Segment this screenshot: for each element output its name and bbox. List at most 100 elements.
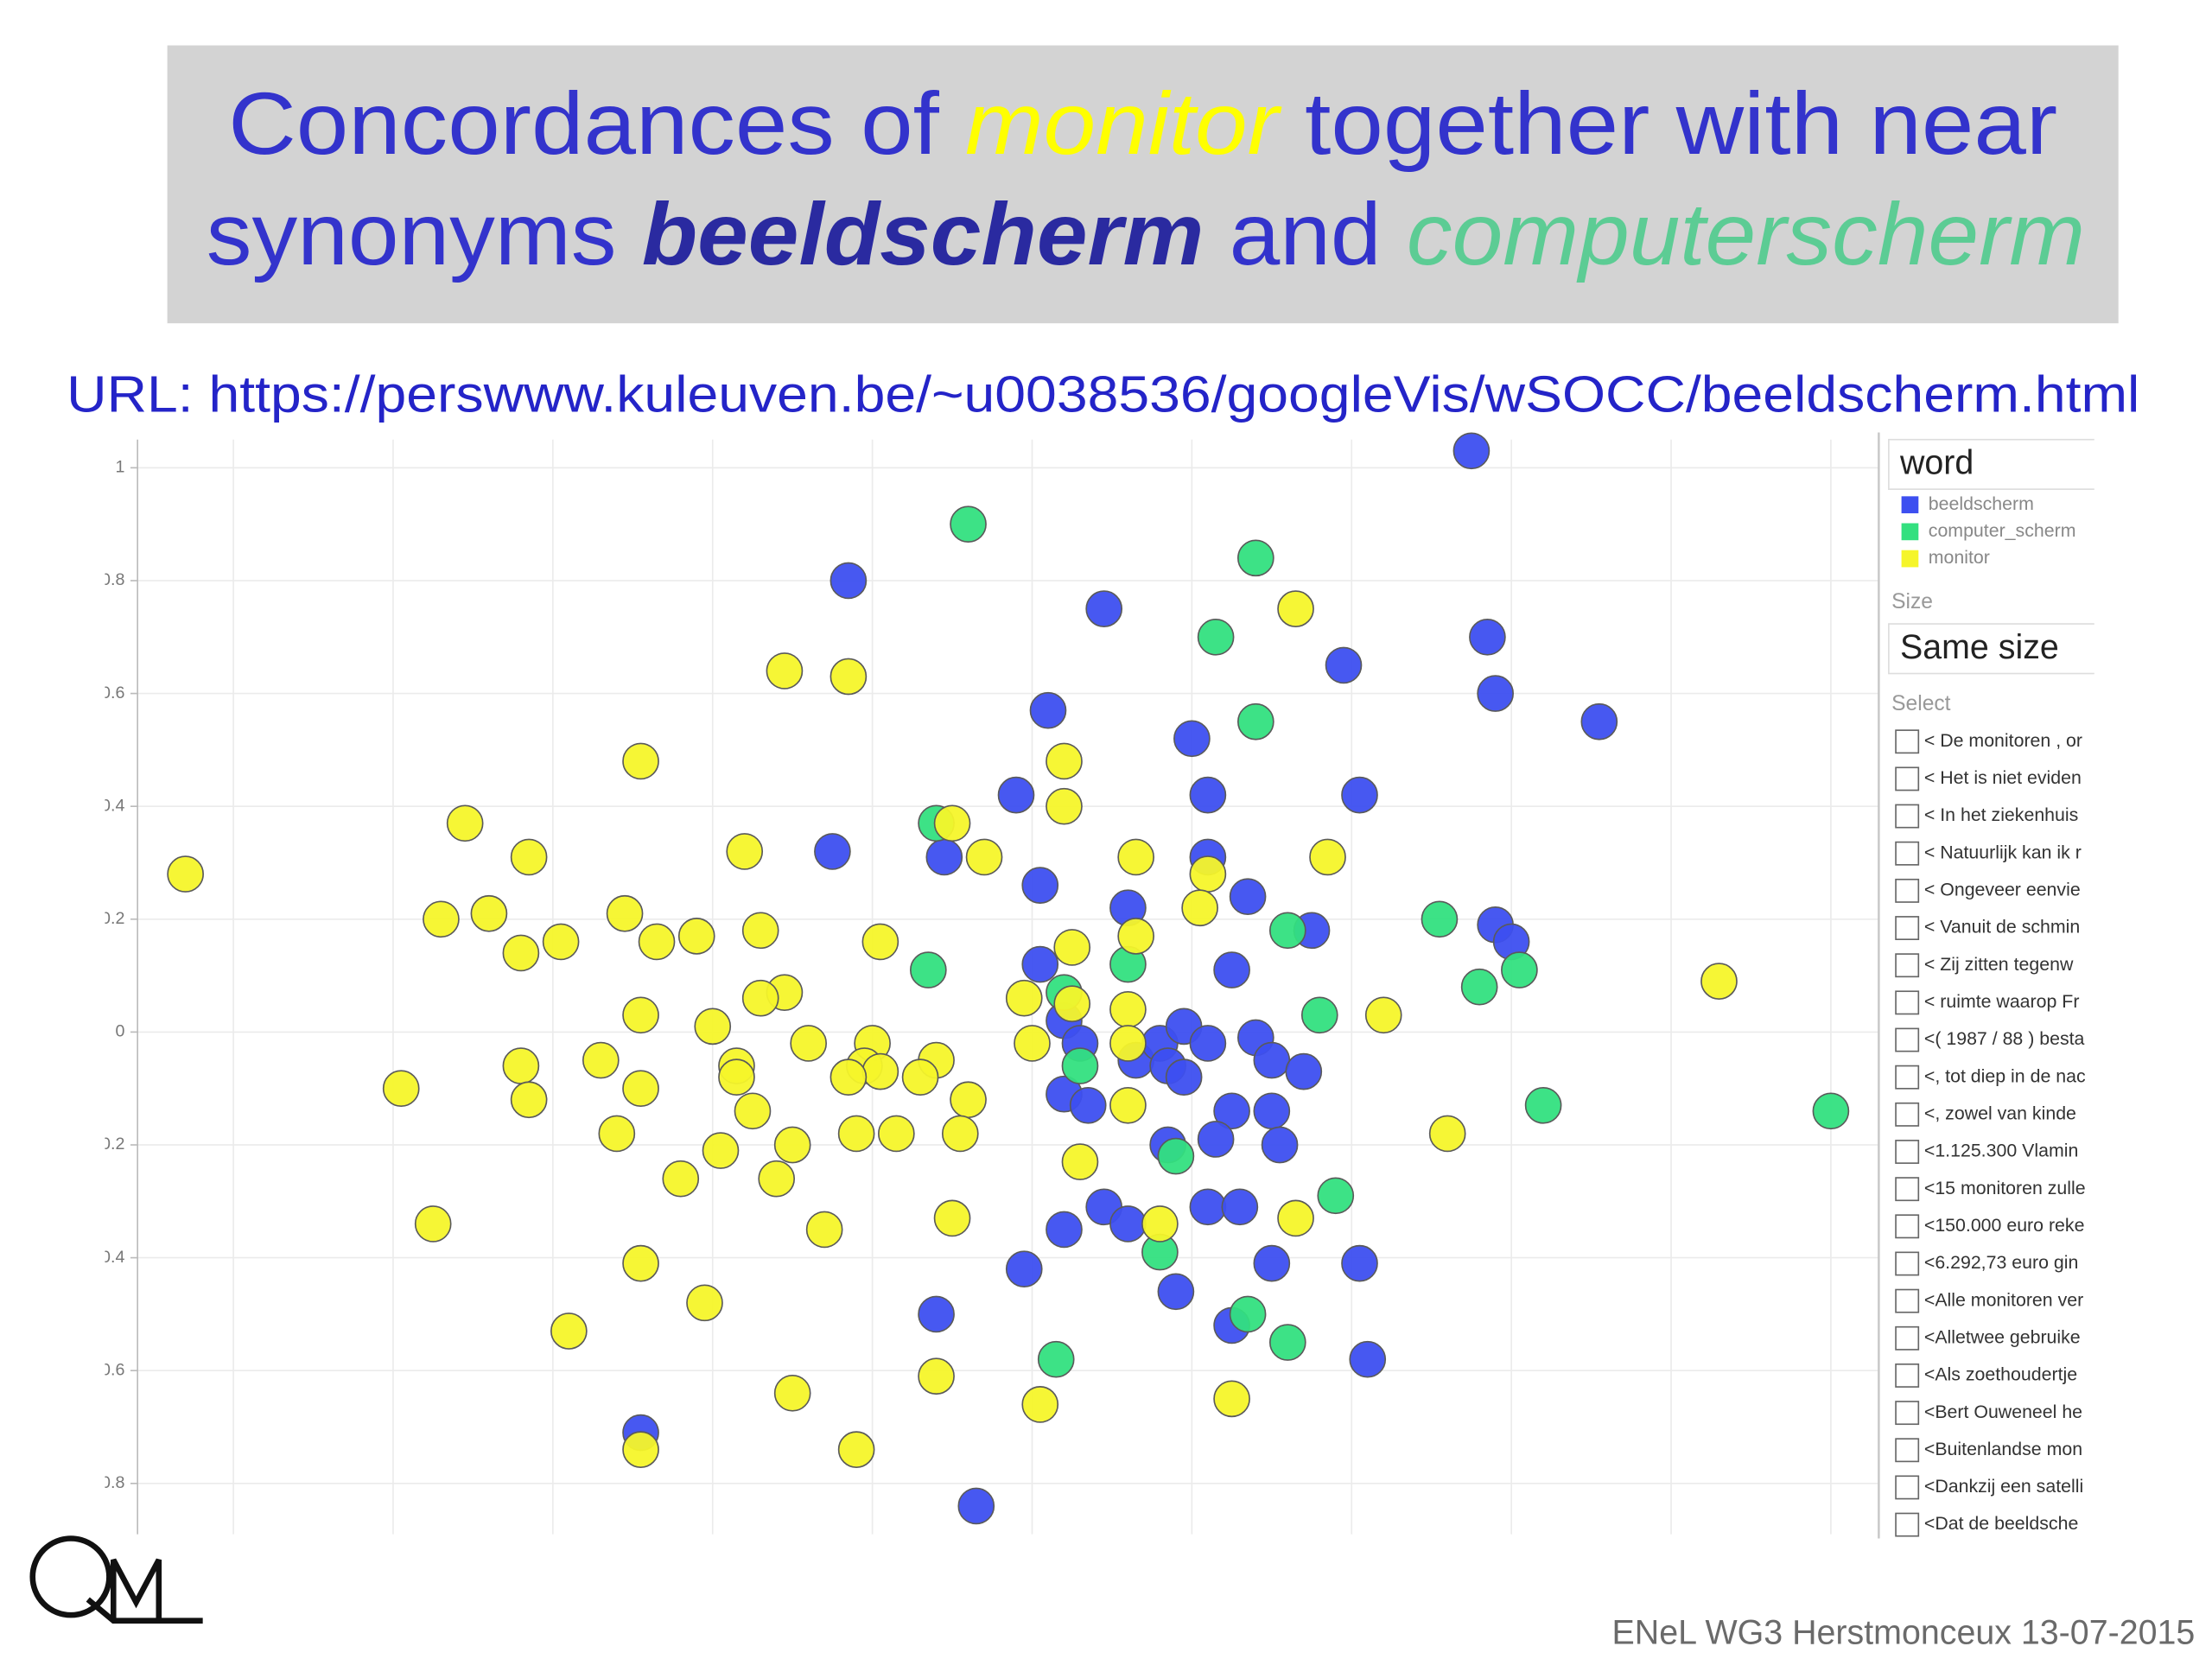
point[interactable] [1061,1047,1099,1084]
point[interactable] [1253,1244,1291,1282]
point[interactable] [1109,1205,1147,1243]
color-select[interactable] [1888,438,2116,490]
checkbox[interactable] [1895,1512,1920,1537]
point[interactable] [1452,432,1491,470]
point[interactable] [1341,1244,1378,1282]
point[interactable] [741,979,779,1017]
checkbox[interactable] [1895,841,1920,866]
checkbox[interactable] [1895,1401,1920,1426]
checkbox[interactable] [1895,953,1920,978]
point[interactable] [830,562,868,600]
point[interactable] [1197,618,1235,656]
point[interactable] [542,923,580,961]
point[interactable] [918,1295,955,1333]
point[interactable] [414,1205,452,1243]
point[interactable] [837,1115,875,1153]
point[interactable] [1181,889,1218,927]
point[interactable] [1524,1086,1562,1124]
point[interactable] [957,1487,995,1525]
point[interactable] [790,1025,828,1062]
point[interactable] [1268,912,1306,950]
point[interactable] [718,1058,755,1096]
point[interactable] [1580,702,1618,741]
point[interactable] [1021,867,1059,904]
checkbox[interactable] [1895,878,1920,903]
point[interactable] [502,1047,540,1084]
point[interactable] [638,923,676,961]
checkbox[interactable] [1895,1065,1920,1090]
point[interactable] [1349,1340,1387,1378]
point[interactable] [446,804,484,842]
point[interactable] [1046,1211,1083,1249]
point[interactable] [965,838,1003,876]
checkbox[interactable] [1895,1363,1920,1388]
point[interactable] [1021,1386,1059,1423]
point[interactable] [598,1115,636,1153]
point[interactable] [1229,1295,1267,1333]
point[interactable] [1229,878,1267,916]
point[interactable] [686,1284,723,1322]
point[interactable] [1469,618,1506,656]
point[interactable] [1197,1121,1235,1158]
point[interactable] [662,1160,700,1198]
point[interactable] [1165,1058,1203,1096]
checkbox[interactable] [1895,1140,1920,1164]
point[interactable] [1021,945,1059,983]
point[interactable] [606,894,644,932]
point[interactable] [622,996,659,1034]
checkbox[interactable] [1895,1102,1920,1127]
point[interactable] [997,776,1035,814]
checkbox[interactable] [1895,766,1920,791]
point[interactable] [1221,1188,1259,1226]
point[interactable] [1236,702,1274,741]
point[interactable] [510,838,548,876]
point[interactable] [510,1081,548,1119]
point[interactable] [1277,1199,1314,1237]
point[interactable] [1109,990,1147,1028]
point[interactable] [1268,1324,1306,1361]
checkbox[interactable] [1895,1251,1920,1276]
point[interactable] [1117,918,1155,955]
point[interactable] [933,804,971,842]
point[interactable] [766,652,804,690]
point[interactable] [1005,979,1043,1017]
point[interactable] [1109,1086,1147,1124]
point[interactable] [1213,1380,1250,1418]
point[interactable] [1236,539,1274,577]
checkbox[interactable] [1895,1027,1920,1052]
point[interactable] [861,1052,899,1090]
size-select[interactable] [1888,623,2116,675]
point[interactable] [1189,776,1227,814]
point[interactable] [622,742,659,780]
point[interactable] [950,1081,987,1119]
point[interactable] [470,894,508,932]
checkbox[interactable] [1895,1214,1920,1239]
point[interactable] [909,951,947,988]
point[interactable] [1501,951,1538,988]
point[interactable] [1700,963,1738,1000]
point[interactable] [1277,590,1314,627]
point[interactable] [1261,1126,1299,1164]
point[interactable] [550,1313,588,1350]
checkbox[interactable] [1895,1438,1920,1463]
point[interactable] [1037,1340,1075,1378]
point[interactable] [1061,1143,1099,1180]
point[interactable] [1300,996,1338,1034]
checkbox[interactable] [1895,916,1920,940]
point[interactable] [1812,1092,1850,1130]
point[interactable] [677,918,715,955]
point[interactable] [1189,855,1227,893]
checkbox[interactable] [1895,1325,1920,1351]
point[interactable] [1069,1086,1107,1124]
point[interactable] [622,1244,659,1282]
point[interactable] [1309,838,1346,876]
point[interactable] [1189,1025,1227,1062]
point[interactable] [1109,1025,1147,1062]
point[interactable] [1173,720,1211,758]
point[interactable] [1285,1052,1323,1090]
point[interactable] [878,1115,915,1153]
point[interactable] [1117,838,1155,876]
point[interactable] [1053,985,1091,1023]
point[interactable] [758,1160,796,1198]
point[interactable] [941,1115,979,1153]
